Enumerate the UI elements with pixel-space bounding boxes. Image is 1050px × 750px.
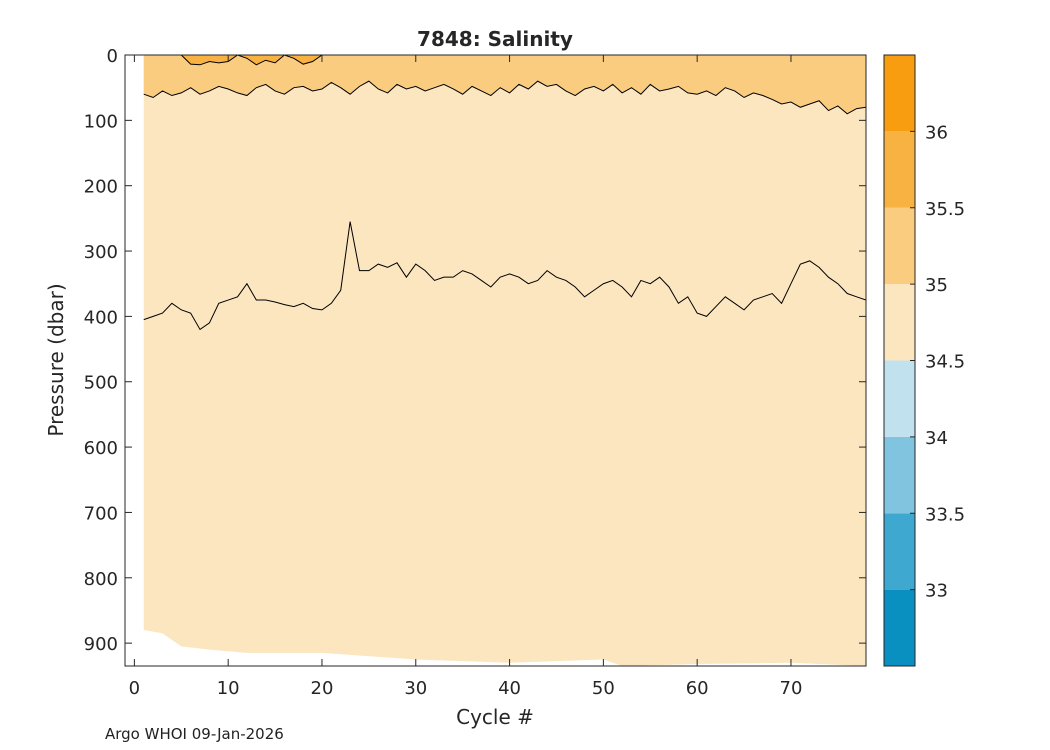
colorbar-tick-label: 35.5: [925, 199, 965, 220]
y-tick-label: 800: [84, 569, 118, 590]
salinity-fill-34.5-35: [143, 55, 866, 666]
axes-frame: [124, 54, 867, 667]
y-tick-label: 400: [84, 307, 118, 328]
y-tick-label: 700: [84, 503, 118, 524]
y-axis-label: Pressure (dbar): [44, 283, 68, 436]
x-tick-label: 60: [686, 678, 709, 699]
colorbar-tick-label: 35: [925, 275, 948, 296]
colorbar-segment: [884, 207, 915, 285]
x-tick-label: 70: [780, 678, 803, 699]
colorbar-segment: [884, 360, 915, 437]
x-tick-label: 20: [311, 678, 334, 699]
plot-area: [143, 55, 866, 666]
colorbar-segment: [884, 55, 915, 132]
y-tick-label: 200: [84, 177, 118, 198]
colorbar-tick-label: 34.5: [925, 352, 965, 373]
y-tick-label: 500: [84, 373, 118, 394]
contour-line-35: [143, 221, 866, 331]
salinity-fill-35-35.5: [143, 55, 866, 114]
colorbar-segment: [884, 513, 915, 590]
contour-lines: [143, 55, 866, 331]
colorbar-tick-label: 36: [925, 122, 948, 143]
x-tick-label: 30: [404, 678, 427, 699]
colorbar-segment: [884, 131, 915, 208]
chart-title: 7848: Salinity: [417, 27, 573, 51]
x-tick-label: 0: [129, 678, 140, 699]
x-axis-ticks: 0 10 20 30 40 50 60 70: [129, 55, 803, 699]
colorbar-tick-label: 34: [925, 428, 948, 449]
colorbar-segment: [884, 589, 915, 666]
y-axis-ticks: 0 100 200 300 400 500 600 700 800 900: [84, 46, 866, 655]
colorbar-segment: [884, 284, 915, 361]
x-axis-label: Cycle #: [456, 705, 534, 729]
colorbar-tick-label: 33: [925, 581, 948, 602]
colorbar-segment: [884, 436, 915, 514]
contour-line-36: [180, 55, 323, 66]
x-tick-label: 50: [592, 678, 615, 699]
y-tick-label: 900: [84, 634, 118, 655]
y-tick-label: 300: [84, 242, 118, 263]
x-tick-label: 40: [498, 678, 521, 699]
colorbar: 33 33.5 34 34.5 35 35.5 36: [883, 54, 965, 667]
y-tick-label: 100: [84, 111, 118, 132]
y-tick-label: 600: [84, 438, 118, 459]
colorbar-tick-label: 33.5: [925, 504, 965, 525]
contour-line-35.5: [143, 80, 866, 115]
y-tick-label: 0: [107, 46, 118, 67]
x-tick-label: 10: [217, 678, 240, 699]
footer-credit: Argo WHOI 09-Jan-2026: [105, 725, 284, 743]
